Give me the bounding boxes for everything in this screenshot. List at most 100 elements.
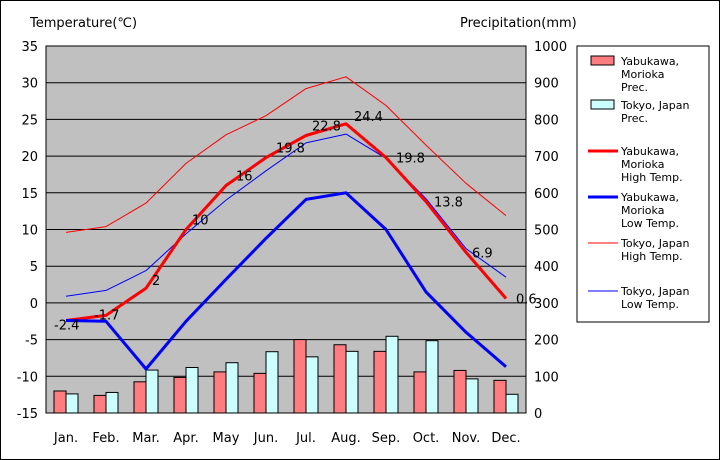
bar <box>453 369 467 414</box>
left-tick-label: 0 <box>30 297 38 312</box>
x-tick-label: Aug. <box>331 431 361 446</box>
data-label: -1.7 <box>94 308 119 323</box>
legend-swatch <box>590 55 615 66</box>
data-label: 19.8 <box>276 142 305 157</box>
line-series-tokyo-japan-high-temp <box>65 76 507 233</box>
x-tick-label: May <box>213 431 240 446</box>
x-tick-label: Oct. <box>413 431 440 446</box>
x-tick-label: Dec. <box>491 431 520 446</box>
legend-label: Yabukawa, <box>620 145 679 158</box>
bar <box>93 394 107 414</box>
data-label: 19.8 <box>396 152 425 167</box>
bar <box>505 393 519 414</box>
bar <box>133 381 147 414</box>
bar <box>105 391 119 414</box>
data-label: 6.9 <box>472 246 493 261</box>
legend-label: Yabukawa, <box>620 191 679 204</box>
bar <box>385 335 399 414</box>
line-series-yabukawa-morioka-low-temp <box>65 191 507 371</box>
left-tick-label: -10 <box>17 370 38 385</box>
bar <box>333 344 347 414</box>
left-tick-label: 20 <box>21 150 38 165</box>
legend-box <box>576 45 710 323</box>
legend-label: Yabukawa, <box>620 55 679 68</box>
data-label: 10 <box>192 214 209 229</box>
legend-label: Prec. <box>621 112 648 125</box>
bar <box>293 339 307 414</box>
bar <box>493 379 507 414</box>
left-tick-label: 15 <box>21 187 38 202</box>
x-tick-label: Jul. <box>295 431 316 446</box>
line-series-yabukawa-morioka-high-temp <box>65 122 508 322</box>
left-tick-label: 35 <box>21 40 38 55</box>
legend-label: Tokyo, Japan <box>620 99 689 112</box>
bar <box>265 351 279 414</box>
left-tick-label: 10 <box>21 224 38 239</box>
left-axis-title: Temperature(℃) <box>29 16 137 31</box>
right-axis-title: Precipitation(mm) <box>460 16 577 31</box>
legend-label: Morioka <box>621 204 664 217</box>
bar <box>225 362 239 414</box>
bar <box>145 369 159 414</box>
legend-label: High Temp. <box>621 171 683 184</box>
data-label: 2 <box>152 274 160 289</box>
right-tick-label: 600 <box>534 187 559 202</box>
x-tick-label: Sep. <box>372 431 401 446</box>
legend-label: High Temp. <box>621 250 683 263</box>
legend-label: Tokyo, Japan <box>620 237 689 250</box>
x-tick-label: Apr. <box>173 431 198 446</box>
right-tick-label: 400 <box>534 260 559 275</box>
legend-label: Morioka <box>621 158 664 171</box>
legend-label: Morioka <box>621 68 664 81</box>
legend-swatch <box>590 99 615 110</box>
bar-series-tokyo-japan-prec <box>65 335 519 414</box>
legend-label: Prec. <box>621 81 648 94</box>
bar <box>413 371 427 414</box>
x-tick-label: Jun. <box>253 431 278 446</box>
bar <box>65 393 79 414</box>
bar <box>425 340 439 414</box>
bar <box>173 376 187 414</box>
bar <box>465 378 479 414</box>
data-label: 16 <box>236 169 253 184</box>
left-tick-label: 5 <box>30 260 38 275</box>
data-label: 13.8 <box>434 196 463 211</box>
bar-series-yabukawa-morioka-prec <box>53 339 507 414</box>
right-tick-label: 300 <box>534 297 559 312</box>
right-tick-label: 0 <box>534 407 542 422</box>
right-tick-label: 1000 <box>534 40 567 55</box>
left-tick-label: -5 <box>25 334 38 349</box>
left-tick-label: 30 <box>21 77 38 92</box>
bar <box>185 366 199 414</box>
left-tick-label: -15 <box>17 407 38 422</box>
right-tick-label: 200 <box>534 334 559 349</box>
line-series-tokyo-japan-low-temp <box>65 133 507 297</box>
data-label: -2.4 <box>54 319 79 334</box>
left-tick-label: 25 <box>21 113 38 128</box>
x-tick-label: Mar. <box>132 431 159 446</box>
x-tick-label: Nov. <box>452 431 481 446</box>
plot-area: -15 -10 -5 0 5 10 15 20 25 30 35 0 100 200 300 400 500 60… <box>17 40 567 446</box>
bar <box>253 372 267 414</box>
right-tick-label: 500 <box>534 224 559 239</box>
bar <box>305 356 319 414</box>
x-tick-label: Jan. <box>53 431 78 446</box>
right-tick-label: 700 <box>534 150 559 165</box>
bar <box>373 350 387 414</box>
data-label: 22.8 <box>312 120 341 135</box>
x-tick-label: Feb. <box>92 431 119 446</box>
right-tick-label: 100 <box>534 370 559 385</box>
right-tick-label: 800 <box>534 113 559 128</box>
bar <box>213 371 227 414</box>
right-tick-label: 900 <box>534 77 559 92</box>
bar <box>53 390 67 414</box>
plot-border <box>45 45 527 414</box>
